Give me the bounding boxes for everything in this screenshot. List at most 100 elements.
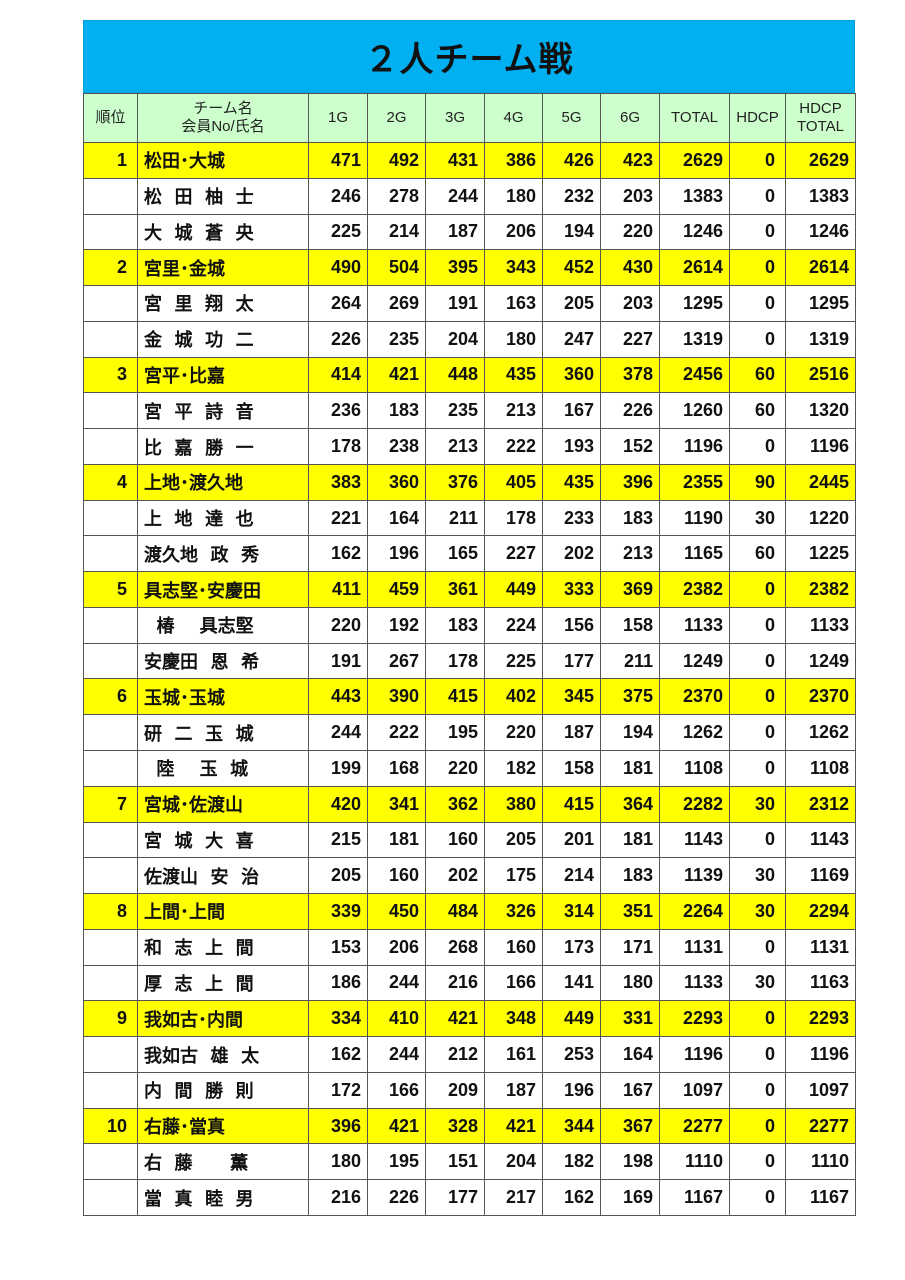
hdcp-cell: 0 — [729, 750, 786, 787]
game-6-cell: 169 — [600, 1179, 660, 1216]
hdcp-cell: 30 — [729, 785, 786, 823]
header-total: TOTAL — [659, 93, 730, 143]
game-2-cell: 410 — [367, 1000, 426, 1038]
header-3g: 3G — [425, 93, 485, 143]
header-name: チーム名 会員No/氏名 — [137, 93, 309, 143]
header-name-line1: チーム名 — [193, 100, 253, 117]
total-cell: 2293 — [659, 1000, 730, 1038]
member-row: 宮 里 翔 太 264 269 191 163 205 203 1295 0 1295 — [83, 285, 856, 322]
rank-cell — [83, 213, 138, 251]
hdcp-total-cell: 1143 — [785, 821, 856, 859]
game-4-cell: 178 — [484, 499, 543, 537]
total-cell: 2614 — [659, 249, 730, 287]
game-6-cell: 203 — [600, 177, 660, 215]
hdcp-total-cell: 1097 — [785, 1071, 856, 1109]
team-row: 4 上地･渡久地 383 360 376 405 435 396 2355 90 2445 — [83, 463, 856, 501]
rank-cell — [83, 428, 138, 465]
game-1-cell: 236 — [308, 392, 368, 430]
game-3-cell: 395 — [425, 249, 485, 287]
hdcp-total-cell: 2312 — [785, 785, 856, 823]
name-cell: 和 志 上 間 — [137, 928, 309, 966]
hdcp-total-cell: 1246 — [785, 213, 856, 251]
game-6-cell: 181 — [600, 821, 660, 859]
name-cell: 右 藤 薫 — [137, 1143, 309, 1181]
header-4g: 4G — [484, 93, 543, 143]
name-cell: 我如古･内間 — [137, 1000, 309, 1038]
game-3-cell: 183 — [425, 606, 485, 644]
hdcp-total-cell: 1383 — [785, 177, 856, 215]
game-1-cell: 180 — [308, 1143, 368, 1181]
total-cell: 1262 — [659, 714, 730, 752]
game-4-cell: 405 — [484, 463, 543, 501]
name-cell: 佐渡山 安 治 — [137, 857, 309, 895]
team-row: 1 松田･大城 471 492 431 386 426 423 2629 0 2629 — [83, 142, 856, 179]
game-6-cell: 198 — [600, 1143, 660, 1181]
total-cell: 1110 — [659, 1143, 730, 1181]
game-3-cell: 213 — [425, 428, 485, 465]
game-2-cell: 244 — [367, 964, 426, 1002]
team-row: 8 上間･上間 339 450 484 326 314 351 2264 30 2294 — [83, 893, 856, 930]
total-cell: 2355 — [659, 463, 730, 501]
hdcp-total-cell: 1110 — [785, 1143, 856, 1181]
member-row: 松 田 柚 士 246 278 244 180 232 203 1383 0 1383 — [83, 177, 856, 215]
name-cell: 渡久地 政 秀 — [137, 535, 309, 573]
rank-cell — [83, 1143, 138, 1181]
game-2-cell: 166 — [367, 1071, 426, 1109]
game-4-cell: 175 — [484, 857, 543, 895]
game-3-cell: 244 — [425, 177, 485, 215]
hdcp-total-cell: 1196 — [785, 1036, 856, 1073]
game-3-cell: 448 — [425, 356, 485, 394]
hdcp-total-cell: 2516 — [785, 356, 856, 394]
hdcp-cell: 30 — [729, 964, 786, 1002]
game-3-cell: 421 — [425, 1000, 485, 1038]
total-cell: 1108 — [659, 750, 730, 787]
game-4-cell: 380 — [484, 785, 543, 823]
game-2-cell: 192 — [367, 606, 426, 644]
game-5-cell: 314 — [542, 893, 601, 930]
game-2-cell: 341 — [367, 785, 426, 823]
game-2-cell: 360 — [367, 463, 426, 501]
rank-cell — [83, 750, 138, 787]
total-cell: 1097 — [659, 1071, 730, 1109]
hdcp-cell: 0 — [729, 1143, 786, 1181]
name-cell: 具志堅･安慶田 — [137, 571, 309, 608]
team-row: 2 宮里･金城 490 504 395 343 452 430 2614 0 2614 — [83, 249, 856, 287]
hdcp-total-cell: 1131 — [785, 928, 856, 966]
hdcp-cell: 0 — [729, 642, 786, 680]
rank-cell: 6 — [83, 678, 138, 716]
game-6-cell: 378 — [600, 356, 660, 394]
total-cell: 1249 — [659, 642, 730, 680]
total-cell: 1260 — [659, 392, 730, 430]
game-2-cell: 238 — [367, 428, 426, 465]
member-row: 金 城 功 二 226 235 204 180 247 227 1319 0 1319 — [83, 320, 856, 358]
game-2-cell: 160 — [367, 857, 426, 895]
member-row: 和 志 上 間 153 206 268 160 173 171 1131 0 1131 — [83, 928, 856, 966]
member-row: 渡久地 政 秀 162 196 165 227 202 213 1165 60 1225 — [83, 535, 856, 573]
header-row: 順位 チーム名 会員No/氏名 1G 2G 3G 4G 5G 6G TOTAL H… — [83, 93, 856, 143]
hdcp-total-cell: 1295 — [785, 285, 856, 322]
game-6-cell: 351 — [600, 893, 660, 930]
game-2-cell: 164 — [367, 499, 426, 537]
name-cell: 宮里･金城 — [137, 249, 309, 287]
name-cell: 内 間 勝 則 — [137, 1071, 309, 1109]
member-row: 比 嘉 勝 一 178 238 213 222 193 152 1196 0 1196 — [83, 428, 856, 465]
game-6-cell: 180 — [600, 964, 660, 1002]
table-body: 1 松田･大城 471 492 431 386 426 423 2629 0 2629 松 田 柚 士… — [83, 142, 856, 1216]
hdcp-total-cell: 1169 — [785, 857, 856, 895]
game-1-cell: 490 — [308, 249, 368, 287]
header-rank: 順位 — [83, 93, 138, 143]
game-5-cell: 426 — [542, 142, 601, 179]
game-2-cell: 267 — [367, 642, 426, 680]
name-cell: 當 真 睦 男 — [137, 1179, 309, 1216]
hdcp-cell: 60 — [729, 535, 786, 573]
hdcp-cell: 0 — [729, 213, 786, 251]
member-row: 厚 志 上 間 186 244 216 166 141 180 1133 30 1163 — [83, 964, 856, 1002]
hdcp-total-cell: 2445 — [785, 463, 856, 501]
game-2-cell: 278 — [367, 177, 426, 215]
game-3-cell: 268 — [425, 928, 485, 966]
total-cell: 2370 — [659, 678, 730, 716]
hdcp-cell: 0 — [729, 142, 786, 179]
game-1-cell: 216 — [308, 1179, 368, 1216]
game-5-cell: 162 — [542, 1179, 601, 1216]
game-4-cell: 217 — [484, 1179, 543, 1216]
